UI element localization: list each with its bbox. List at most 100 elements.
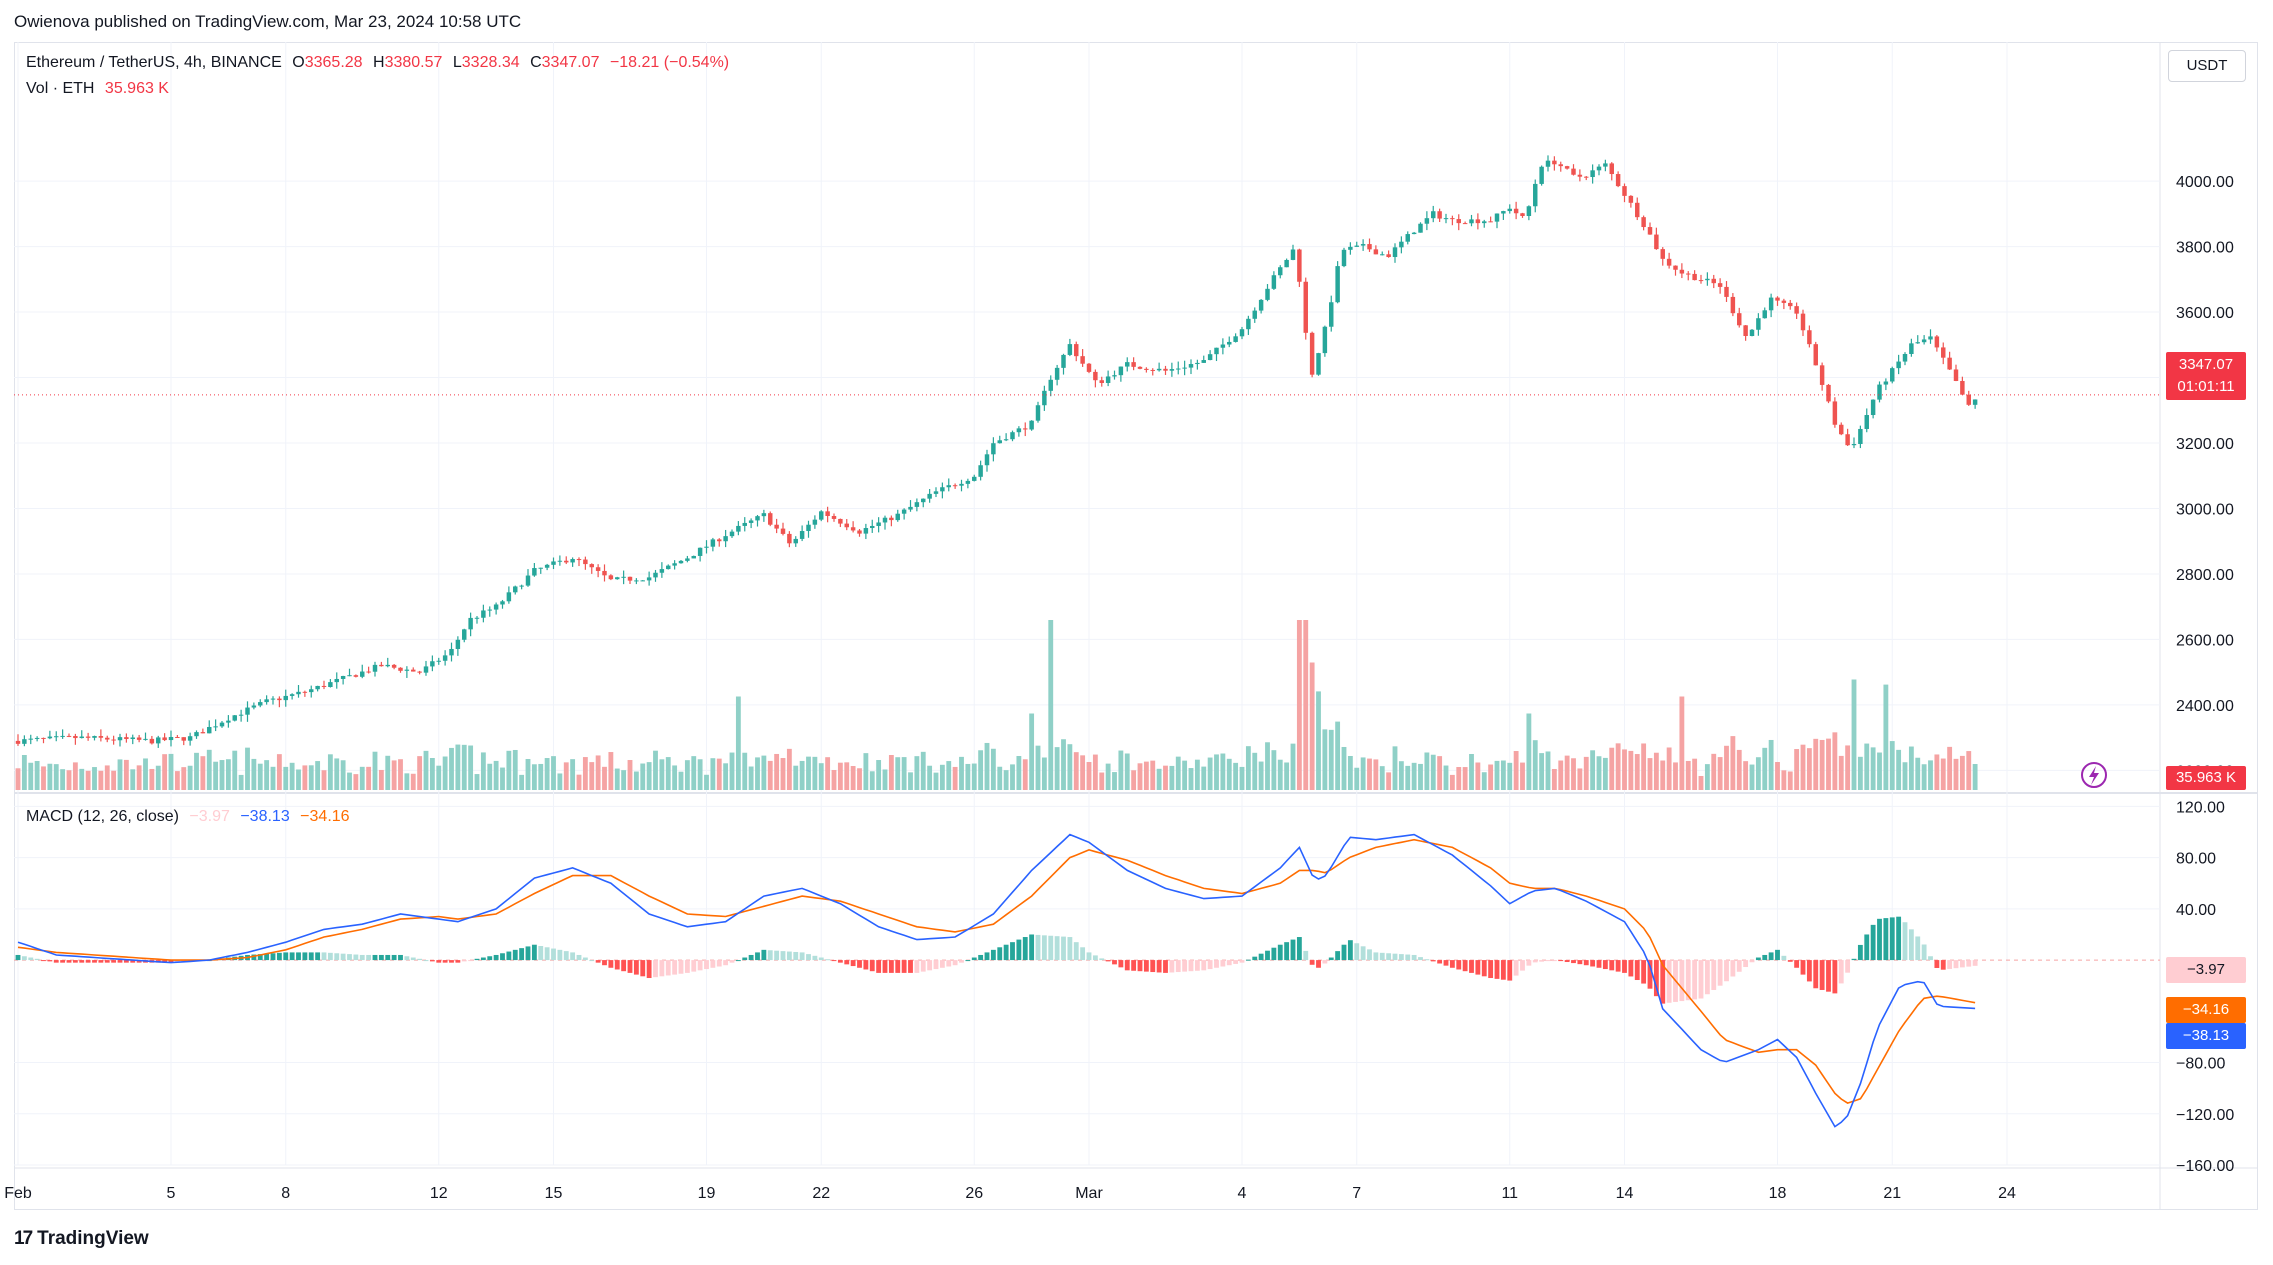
candle-down <box>1673 265 1678 270</box>
candle-up <box>1870 399 1876 416</box>
volume-bar <box>646 762 652 790</box>
macd-histogram-bar <box>818 957 824 961</box>
symbol-legend: Ethereum / TetherUS, 4h, BINANCE O3365.2… <box>26 54 735 72</box>
macd-histogram-bar <box>538 946 544 961</box>
time-tick-label: Mar <box>1075 1185 1103 1202</box>
candle-down <box>850 527 856 531</box>
macd-histogram-bar <box>965 960 971 962</box>
volume-bar <box>1475 762 1481 790</box>
low-value: 3328.34 <box>461 54 520 71</box>
volume-bar <box>1628 750 1634 790</box>
volume-bar <box>1634 754 1640 790</box>
volume-bar <box>1507 762 1513 790</box>
candle-up <box>1156 368 1162 371</box>
candle-down <box>1686 273 1691 275</box>
macd-histogram-bar <box>1073 942 1079 961</box>
macd-histogram-bar <box>1022 937 1028 961</box>
candle-down <box>366 671 371 673</box>
macd-hist-value: −3.97 <box>189 808 230 825</box>
volume-bar <box>347 772 352 790</box>
signal-value: −34.16 <box>300 808 350 825</box>
symbol-pair[interactable]: Ethereum / TetherUS, 4h, BINANCE <box>26 54 282 71</box>
volume-bar <box>270 766 276 790</box>
currency-button[interactable]: USDT <box>2168 50 2246 82</box>
macd-histogram-bar <box>289 952 295 961</box>
candle-up <box>1501 211 1506 214</box>
tradingview-logo[interactable]: 17 TradingView <box>14 1228 149 1250</box>
candle-up <box>1380 254 1385 256</box>
volume-bar <box>576 774 582 790</box>
price-tick-label: 3000.00 <box>2176 501 2234 518</box>
candle-up <box>1392 247 1398 258</box>
candle-up <box>927 493 932 499</box>
candle-up <box>1360 244 1366 246</box>
macd-histogram-bar <box>589 960 595 962</box>
volume-bar <box>716 758 722 790</box>
volume-bar <box>162 754 168 790</box>
volume-bar <box>200 756 206 790</box>
candle-up <box>1864 415 1869 429</box>
macd-histogram-bar <box>1424 959 1430 961</box>
candle-up <box>678 560 684 564</box>
candle-up <box>1252 310 1257 319</box>
volume-bar <box>602 766 607 790</box>
volume-bar <box>155 765 161 790</box>
candle-up <box>385 664 390 667</box>
volume-bar <box>1864 743 1870 790</box>
candle-up <box>1227 341 1232 345</box>
volume-bar <box>831 770 837 790</box>
macd-histogram-bar <box>1016 939 1022 961</box>
candle-up <box>1322 326 1328 354</box>
candle-up <box>914 502 920 507</box>
candle-down <box>1163 368 1168 371</box>
candle-up <box>672 563 677 566</box>
macd-histogram-bar <box>1214 960 1219 968</box>
macd-histogram-bar <box>1704 960 1710 995</box>
candle-up <box>1909 343 1914 354</box>
macd-histogram-bar <box>1775 949 1780 961</box>
candle-down <box>1137 366 1143 369</box>
candle-up <box>723 536 728 542</box>
macd-histogram-bar <box>1602 960 1608 970</box>
volume-bar <box>1118 750 1124 790</box>
volume-bar <box>1258 761 1264 790</box>
candle-up <box>1405 234 1410 242</box>
volume-label[interactable]: Vol · ETH <box>26 80 95 97</box>
macd-histogram-bar <box>398 954 403 961</box>
macd-histogram-bar <box>755 952 760 961</box>
candle-up <box>430 661 435 667</box>
macd-histogram-bar <box>1360 946 1366 961</box>
candle-down <box>1654 234 1659 250</box>
volume-bar <box>1564 755 1570 790</box>
macd-histogram-bar <box>1067 937 1073 961</box>
time-tick-label: 11 <box>1501 1185 1518 1202</box>
macd-histogram-bar <box>1615 960 1621 972</box>
macd-histogram-bar <box>1398 954 1404 961</box>
candle-up <box>360 671 365 677</box>
candle-down <box>1641 217 1646 228</box>
candle-up <box>646 577 652 581</box>
volume-bar <box>276 754 282 790</box>
candle-up <box>245 707 250 715</box>
volume-bar <box>1169 765 1175 790</box>
volume-bar <box>1647 758 1653 790</box>
volume-bar <box>187 765 193 790</box>
macd-histogram-bar <box>576 954 582 961</box>
macd-histogram-bar <box>410 957 416 961</box>
macd-histogram-bar <box>1685 960 1691 1001</box>
candle-down <box>181 737 186 741</box>
candle-up <box>442 655 448 661</box>
macd-histogram-bar <box>672 960 678 975</box>
open-value: 3365.28 <box>304 54 363 71</box>
candle-up <box>47 736 53 739</box>
macd-histogram-bar <box>1029 934 1035 961</box>
candle-up <box>1054 367 1060 380</box>
candle-up <box>1182 367 1187 369</box>
macd-label[interactable]: MACD (12, 26, close) <box>26 808 179 825</box>
volume-bar <box>633 771 639 790</box>
candle-up <box>978 465 983 477</box>
macd-histogram-bar <box>825 959 831 961</box>
macd-histogram-bar <box>347 954 352 961</box>
macd-histogram-bar <box>1864 934 1870 961</box>
